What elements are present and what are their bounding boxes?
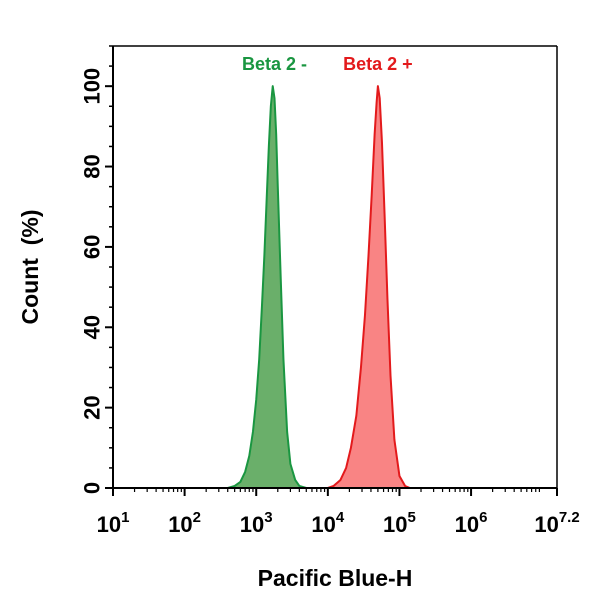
x-tick-label: 106 bbox=[455, 509, 488, 537]
x-tick-label: 102 bbox=[168, 509, 201, 537]
x-tick-label: 107.2 bbox=[534, 509, 579, 537]
x-tick-exponent: 2 bbox=[193, 509, 201, 526]
series-area-2 bbox=[327, 86, 410, 489]
x-tick-exponent: 6 bbox=[479, 509, 487, 526]
x-tick-label: 105 bbox=[383, 509, 416, 537]
y-tick-label: 0 bbox=[80, 482, 105, 494]
annotation-layer: Beta 2 - Beta 2 + bbox=[242, 54, 413, 74]
population-label-1: Beta 2 - bbox=[242, 54, 307, 74]
x-tick-base: 10 bbox=[168, 512, 192, 537]
label-layer: Pacific Blue-H Count (%) bbox=[17, 210, 412, 591]
population-label-2: Beta 2 + bbox=[343, 54, 413, 74]
x-tick-base: 10 bbox=[534, 512, 558, 537]
series-line-1 bbox=[227, 85, 307, 489]
x-tick-label: 101 bbox=[97, 509, 130, 537]
x-tick-exponent: 7.2 bbox=[559, 509, 580, 526]
y-axis-label: Count (%) bbox=[17, 210, 43, 325]
x-tick-exponent: 5 bbox=[408, 509, 416, 526]
x-tick-exponent: 1 bbox=[121, 509, 129, 526]
y-tick-label: 100 bbox=[80, 68, 105, 105]
x-tick-exponent: 4 bbox=[336, 509, 345, 526]
x-tick-exponent: 3 bbox=[264, 509, 272, 526]
x-tick-base: 10 bbox=[97, 512, 121, 537]
x-tick-base: 10 bbox=[455, 512, 479, 537]
x-tick-label: 104 bbox=[311, 509, 344, 537]
x-tick-base: 10 bbox=[240, 512, 264, 537]
y-tick-label: 60 bbox=[80, 235, 105, 259]
x-tick-base: 10 bbox=[383, 512, 407, 537]
series-area-1 bbox=[227, 86, 307, 489]
x-tick-label: 103 bbox=[240, 509, 273, 537]
y-tick-label: 80 bbox=[80, 154, 105, 178]
y-tick-label: 40 bbox=[80, 315, 105, 339]
series-layer bbox=[227, 85, 411, 489]
x-axis-label: Pacific Blue-H bbox=[258, 565, 413, 591]
series-line-2 bbox=[327, 85, 411, 489]
y-tick-label: 20 bbox=[80, 395, 105, 419]
x-tick-base: 10 bbox=[311, 512, 335, 537]
